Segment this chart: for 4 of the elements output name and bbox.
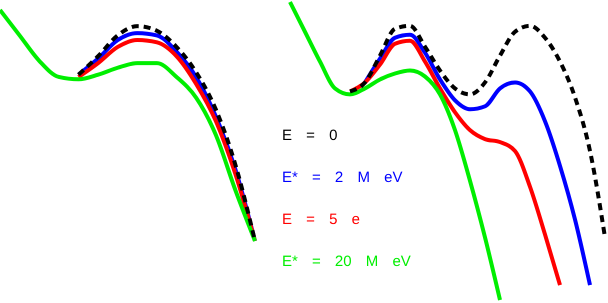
text: E = 0 (282, 127, 338, 144)
text: E = 5 e (282, 211, 360, 228)
text: E* = 2 M eV (282, 169, 402, 186)
text: E* = 20 M eV (282, 253, 411, 270)
